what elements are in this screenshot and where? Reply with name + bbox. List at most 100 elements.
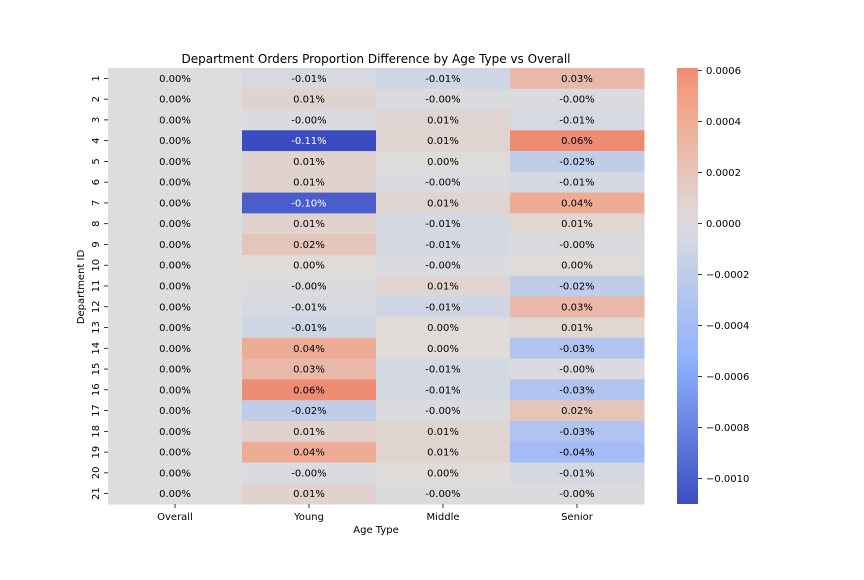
cell-value-label: 0.03% bbox=[561, 74, 593, 85]
heatmap-cell bbox=[108, 296, 243, 318]
cell-value-label: 0.00% bbox=[159, 282, 191, 293]
cell-value-label: -0.00% bbox=[425, 489, 460, 500]
cell-value-label: -0.01% bbox=[425, 219, 460, 230]
cell-value-label: 0.00% bbox=[159, 406, 191, 417]
heatmap-cell bbox=[376, 483, 511, 505]
y-tick-label: 2 bbox=[91, 96, 102, 102]
cell-value-label: 0.01% bbox=[427, 282, 459, 293]
cell-value-label: 0.00% bbox=[159, 115, 191, 126]
heatmap-cell bbox=[376, 420, 511, 443]
heatmap-cell bbox=[376, 68, 511, 90]
heatmap-cell bbox=[242, 275, 377, 297]
heatmap-cell bbox=[242, 254, 377, 277]
cell-value-label: -0.00% bbox=[425, 406, 460, 417]
heatmap-cell bbox=[242, 379, 377, 401]
cell-value-label: 0.00% bbox=[159, 219, 191, 230]
cell-value-label: 0.01% bbox=[427, 427, 459, 438]
heatmap-cell bbox=[376, 358, 511, 380]
heatmap-cell bbox=[108, 400, 243, 422]
heatmap-cell bbox=[108, 192, 243, 214]
cell-value-label: 0.00% bbox=[159, 427, 191, 438]
cell-value-label: -0.01% bbox=[291, 74, 326, 85]
heatmap-cell bbox=[242, 462, 377, 484]
heatmap-cell bbox=[510, 462, 645, 484]
colorbar-tick-label: 0.0006 bbox=[706, 66, 741, 77]
heatmap-cell bbox=[108, 275, 243, 297]
cell-value-label: 0.00% bbox=[427, 157, 459, 168]
heatmap-cell bbox=[242, 88, 377, 111]
heatmap-cell bbox=[376, 337, 511, 360]
heatmap-cell bbox=[510, 275, 645, 297]
cell-value-label: 0.00% bbox=[159, 302, 191, 313]
heatmap-cell bbox=[108, 358, 243, 380]
cell-value-label: 0.04% bbox=[293, 448, 325, 459]
heatmap-cell bbox=[376, 400, 511, 422]
heatmap-cell bbox=[242, 130, 377, 152]
cell-value-label: 0.06% bbox=[561, 136, 593, 147]
cell-value-label: 0.00% bbox=[159, 489, 191, 500]
heatmap-cell bbox=[108, 171, 243, 194]
heatmap-cell bbox=[510, 358, 645, 380]
y-tick-label: 8 bbox=[91, 221, 102, 227]
x-tick-label: Middle bbox=[426, 512, 459, 523]
colorbar-tick-label: 0.0004 bbox=[706, 117, 741, 128]
cell-value-label: -0.00% bbox=[559, 240, 594, 251]
heatmap-cell bbox=[108, 462, 243, 484]
heatmap-cell bbox=[108, 151, 243, 173]
heatmap-cell bbox=[376, 379, 511, 401]
cell-value-label: 0.01% bbox=[293, 489, 325, 500]
colorbar-tick-label: 0.0002 bbox=[706, 168, 741, 179]
cell-value-label: 0.00% bbox=[159, 136, 191, 147]
y-tick-label: 6 bbox=[91, 179, 102, 185]
cell-value-label: -0.03% bbox=[559, 344, 594, 355]
cell-value-label: 0.00% bbox=[159, 178, 191, 189]
cell-value-label: -0.00% bbox=[425, 95, 460, 106]
heatmap-cell-labels: 0.00% -0.01% -0.01% 0.03% 0.00% 0.01% -0.00% -0… bbox=[159, 74, 595, 500]
y-tick-label: 1 bbox=[91, 75, 102, 81]
heatmap-cell bbox=[510, 151, 645, 173]
cell-value-label: 0.01% bbox=[561, 323, 593, 334]
heatmap-cell bbox=[108, 254, 243, 277]
heatmap-cell bbox=[242, 171, 377, 194]
heatmap-cell bbox=[376, 171, 511, 194]
x-tick-label: Senior bbox=[561, 512, 594, 523]
colorbar-ticks: 0.0006 0.0004 0.0002 0.0000 −0.0002 −0.0004 −0… bbox=[698, 66, 749, 485]
cell-value-label: -0.00% bbox=[291, 115, 326, 126]
heatmap-cell bbox=[242, 358, 377, 380]
cell-value-label: 0.01% bbox=[427, 136, 459, 147]
heatmap-cell bbox=[108, 337, 243, 360]
colorbar-tick-label: −0.0010 bbox=[706, 474, 749, 485]
y-tick-label: 18 bbox=[91, 425, 102, 438]
heatmap-cell bbox=[510, 130, 645, 152]
cell-value-label: 0.00% bbox=[159, 261, 191, 272]
heatmap-cell bbox=[376, 234, 511, 256]
colorbar-tick-label: −0.0008 bbox=[706, 423, 749, 434]
cell-value-label: -0.01% bbox=[559, 178, 594, 189]
cell-value-label: 0.00% bbox=[159, 198, 191, 209]
cell-value-label: 0.01% bbox=[293, 178, 325, 189]
heatmap-cell bbox=[376, 192, 511, 214]
heatmap-cell bbox=[376, 462, 511, 484]
cell-value-label: -0.00% bbox=[559, 489, 594, 500]
colorbar bbox=[677, 68, 698, 504]
cell-value-label: -0.01% bbox=[291, 302, 326, 313]
y-tick-label: 4 bbox=[91, 137, 102, 143]
heatmap-cell bbox=[510, 337, 645, 360]
cell-value-label: 0.03% bbox=[561, 302, 593, 313]
y-axis-label: Department ID bbox=[76, 250, 87, 325]
heatmap-cell bbox=[242, 400, 377, 422]
cell-value-label: 0.00% bbox=[293, 261, 325, 272]
heatmap-cell bbox=[510, 379, 645, 401]
colorbar-tick-label: 0.0000 bbox=[706, 219, 741, 230]
heatmap-cell bbox=[242, 337, 377, 360]
heatmap-cell bbox=[510, 68, 645, 90]
y-tick-label: 19 bbox=[91, 446, 102, 459]
heatmap-cell bbox=[242, 213, 377, 235]
heatmap-cell bbox=[108, 88, 243, 111]
cell-value-label: 0.01% bbox=[561, 219, 593, 230]
heatmap-cell bbox=[510, 192, 645, 214]
cell-value-label: 0.00% bbox=[561, 261, 593, 272]
